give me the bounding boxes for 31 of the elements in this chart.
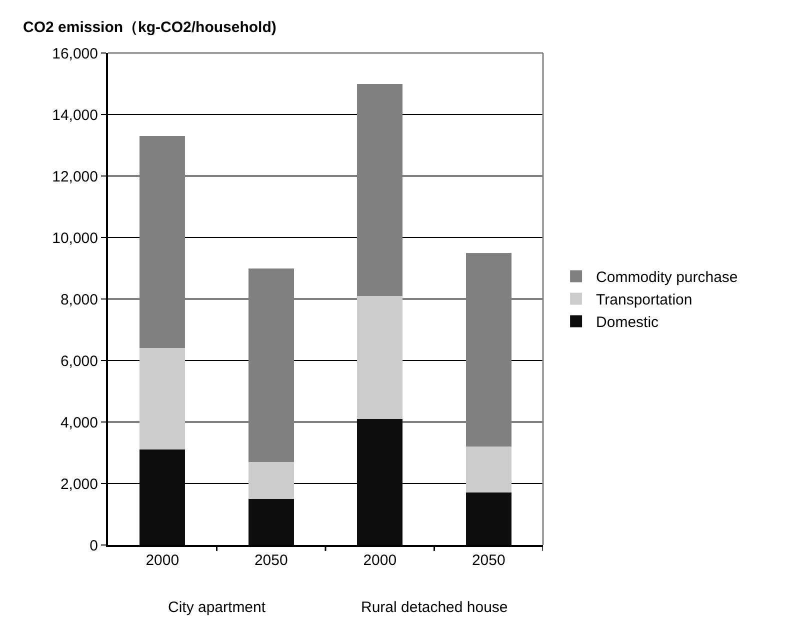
bar <box>466 446 512 493</box>
x-tick-label: 2050 <box>472 552 506 569</box>
bar <box>357 418 403 545</box>
y-axis-title: CO2 emission（kg-CO2/household) <box>23 19 276 36</box>
x-tick-label: 2000 <box>363 552 397 569</box>
bar <box>248 268 294 462</box>
bar <box>248 498 294 545</box>
bar <box>466 492 512 545</box>
text: City apartment <box>168 599 266 616</box>
bar <box>466 252 512 447</box>
bar <box>248 462 294 499</box>
legend-label: Commodity purchase <box>596 269 738 286</box>
y-tick-label: 2,000 <box>60 476 98 493</box>
bar <box>140 136 186 348</box>
y-tick-label: 12,000 <box>52 168 98 186</box>
bar <box>357 84 403 296</box>
y-tick-label: 14,000 <box>52 106 98 124</box>
y-tick-label: 6,000 <box>60 352 98 370</box>
legend-label: Domestic <box>596 314 660 332</box>
y-tick-label: 10,000 <box>52 230 98 247</box>
x-tick-label: 2000 <box>146 552 180 569</box>
x-tick-label: 2050 <box>254 552 288 569</box>
legend-label: Transportation <box>596 292 692 309</box>
y-tick-label: 4,000 <box>60 414 98 432</box>
bar <box>357 296 403 419</box>
y-tick-label: 0 <box>90 537 98 554</box>
text: Rural detached house <box>361 599 508 616</box>
y-tick-label: 8,000 <box>60 291 98 308</box>
bar <box>140 348 186 450</box>
bar <box>140 450 186 545</box>
y-tick-label: 16,000 <box>52 45 98 62</box>
